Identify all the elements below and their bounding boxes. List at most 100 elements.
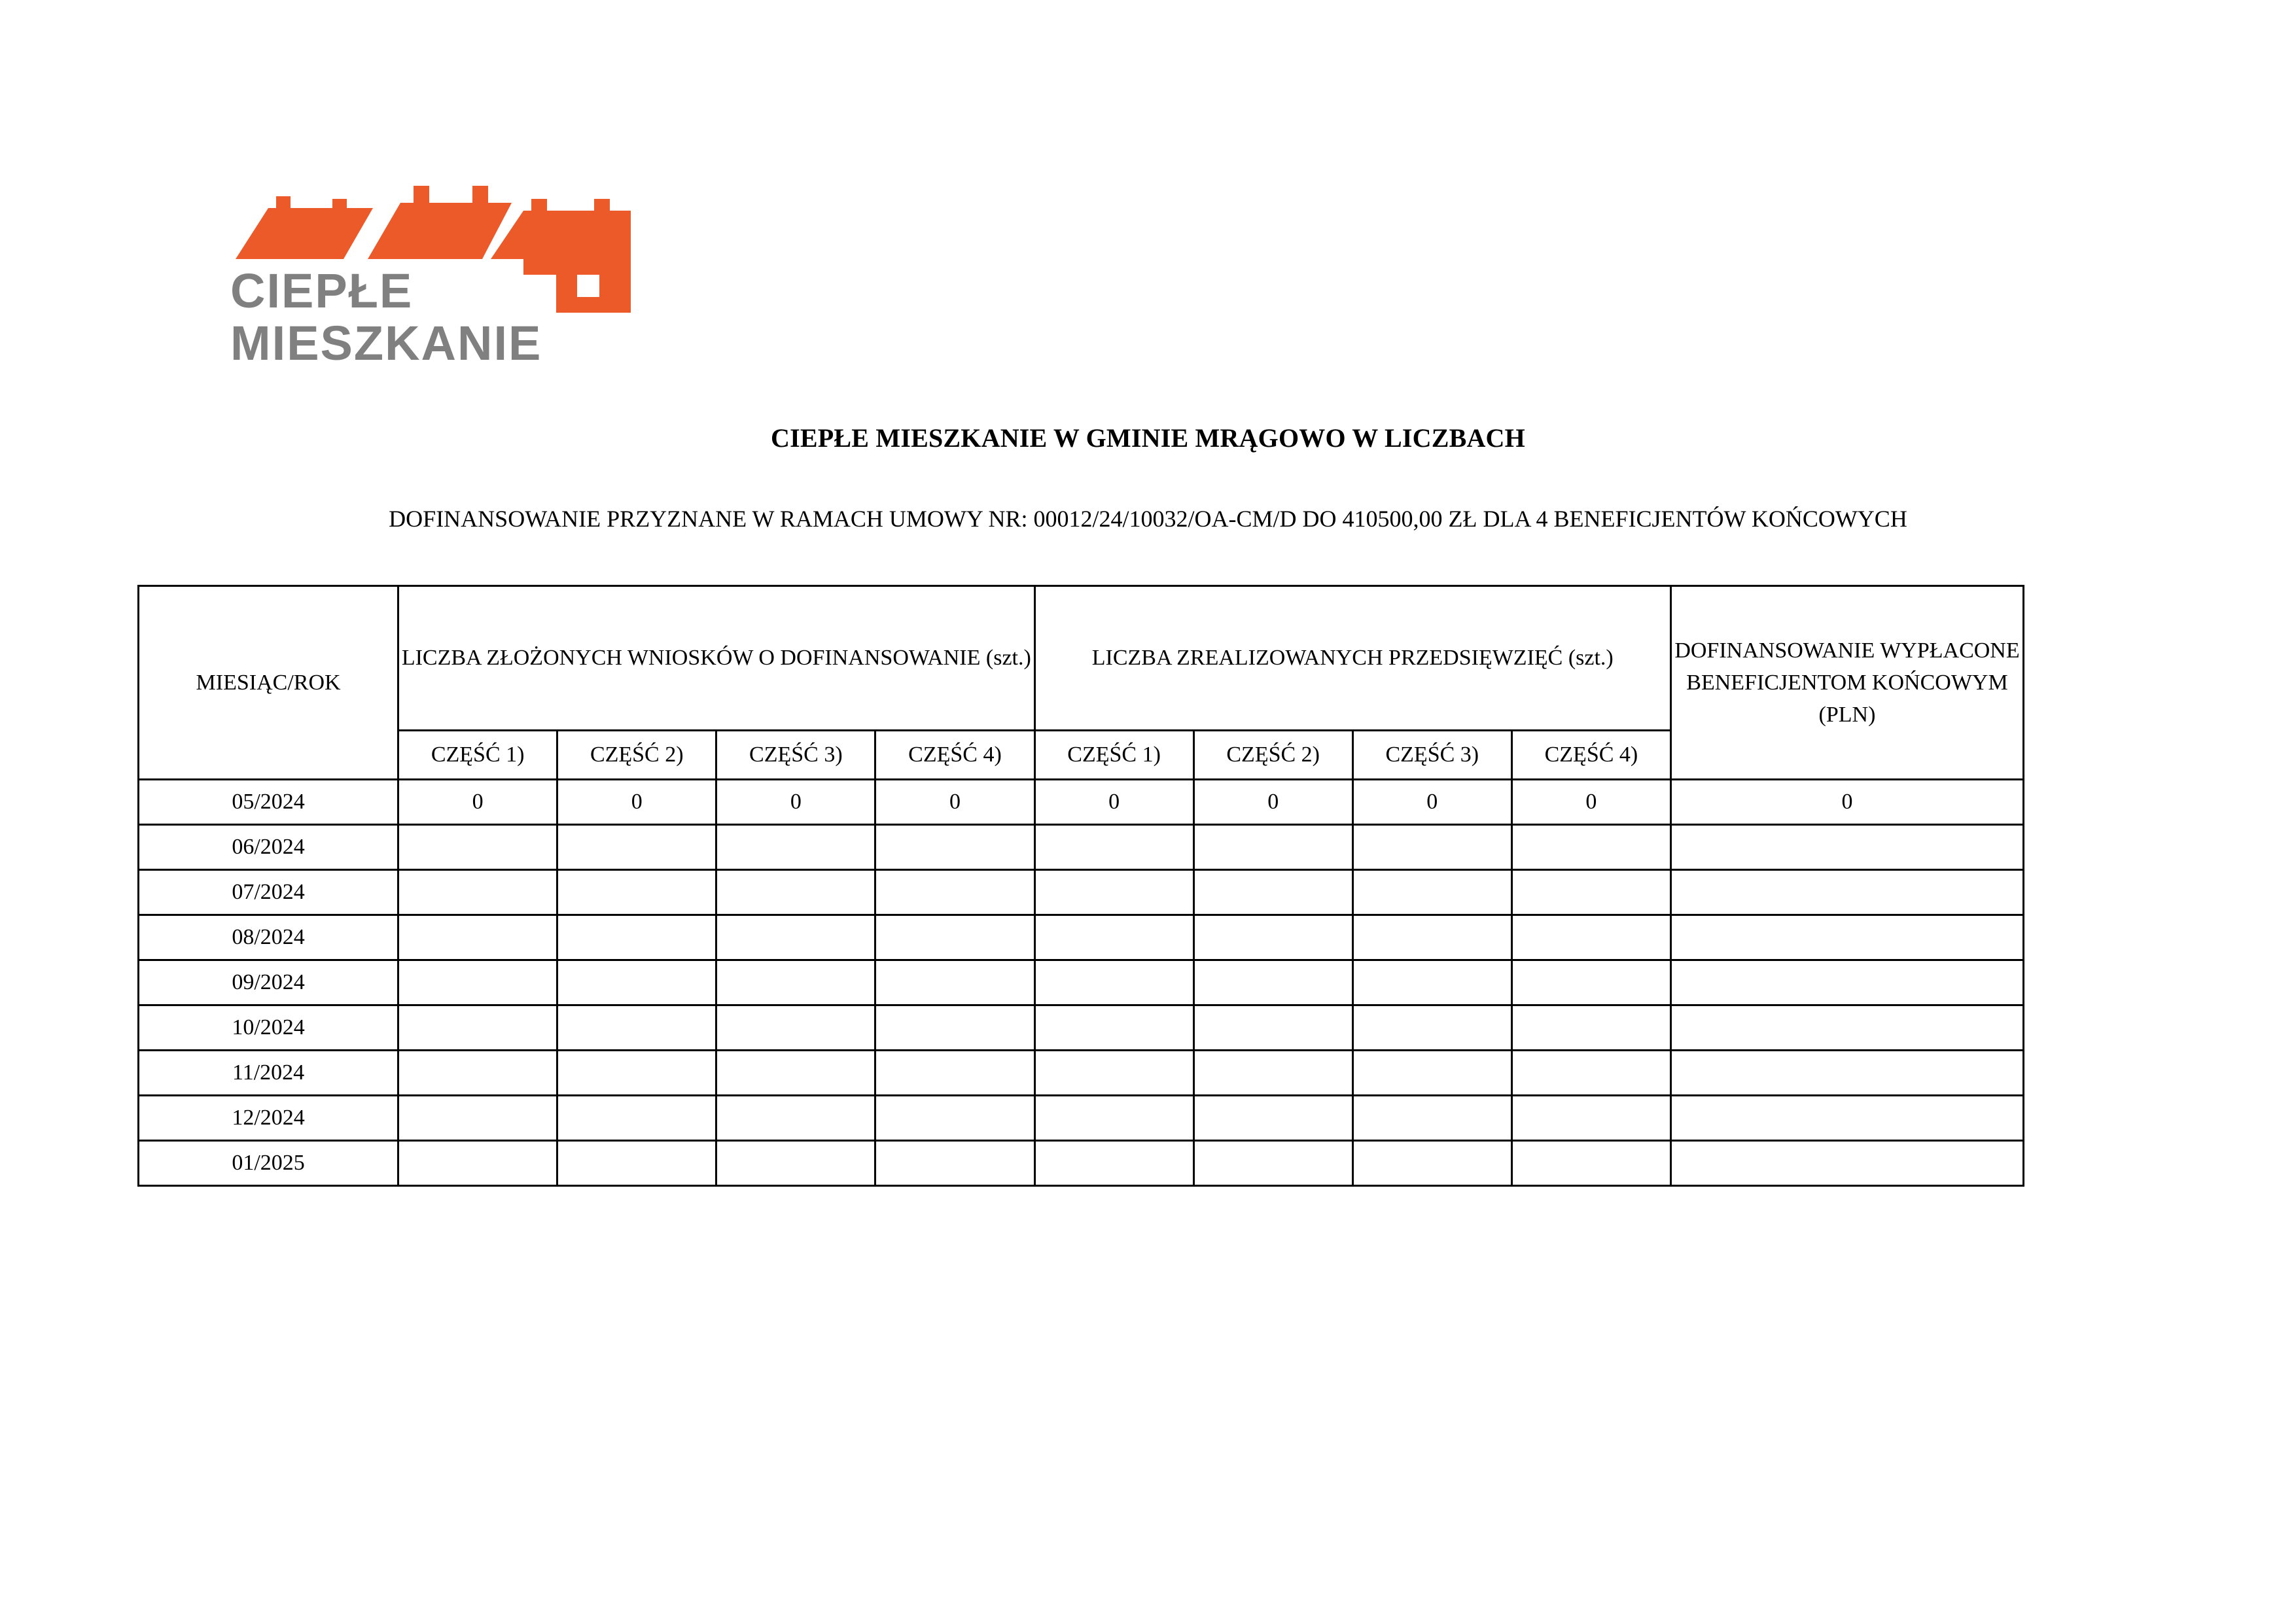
- logo-text-ciepłe: CIEPŁE: [230, 264, 413, 318]
- cell-applications-part-3[interactable]: [715, 914, 877, 961]
- cell-payout[interactable]: [1669, 1094, 2025, 1142]
- cell-completed-part-2[interactable]: [1192, 1140, 1354, 1187]
- table-row: 06/2024: [137, 824, 2025, 871]
- cell-completed-part-3[interactable]: [1351, 1140, 1513, 1187]
- cell-applications-part-2[interactable]: [556, 1004, 718, 1051]
- cell-month: 08/2024: [137, 914, 400, 961]
- cell-applications-part-2[interactable]: [556, 824, 718, 871]
- cell-applications-part-3[interactable]: [715, 1140, 877, 1187]
- cell-applications-part-1[interactable]: [397, 1140, 559, 1187]
- cell-completed-part-2[interactable]: [1192, 1004, 1354, 1051]
- header-part-applications-1: CZĘŚĆ 1): [397, 729, 559, 780]
- cell-completed-part-2[interactable]: [1192, 1049, 1354, 1096]
- cell-applications-part-2[interactable]: [556, 914, 718, 961]
- cell-payout[interactable]: [1669, 824, 2025, 871]
- cell-completed-part-4[interactable]: 0: [1510, 778, 1672, 826]
- report-table-container: MIESIĄC/ROK LICZBA ZŁOŻONYCH WNIOSKÓW O …: [137, 585, 2025, 1187]
- cell-payout[interactable]: [1669, 914, 2025, 961]
- cell-completed-part-3[interactable]: [1351, 869, 1513, 916]
- cell-completed-part-1[interactable]: [1033, 914, 1195, 961]
- cell-completed-part-1[interactable]: [1033, 824, 1195, 871]
- ciepłe-mieszkanie-logo: CIEPŁE MIESZKANIE: [216, 182, 648, 378]
- cell-applications-part-2[interactable]: 0: [556, 778, 718, 826]
- cell-applications-part-2[interactable]: [556, 959, 718, 1006]
- cell-completed-part-4[interactable]: [1510, 959, 1672, 1006]
- cell-completed-part-3[interactable]: [1351, 824, 1513, 871]
- cell-completed-part-3[interactable]: [1351, 959, 1513, 1006]
- cell-applications-part-2[interactable]: [556, 1140, 718, 1187]
- cell-applications-part-3[interactable]: [715, 1049, 877, 1096]
- cell-completed-part-1[interactable]: [1033, 1004, 1195, 1051]
- cell-applications-part-1[interactable]: 0: [397, 778, 559, 826]
- cell-payout[interactable]: [1669, 959, 2025, 1006]
- cell-applications-part-2[interactable]: [556, 869, 718, 916]
- cell-applications-part-1[interactable]: [397, 869, 559, 916]
- header-part-applications-4: CZĘŚĆ 4): [874, 729, 1036, 780]
- cell-completed-part-1[interactable]: [1033, 1049, 1195, 1096]
- cell-completed-part-4[interactable]: [1510, 1004, 1672, 1051]
- cell-applications-part-4[interactable]: [874, 959, 1036, 1006]
- cell-completed-part-2[interactable]: [1192, 824, 1354, 871]
- cell-applications-part-2[interactable]: [556, 1094, 718, 1142]
- table-row: 11/2024: [137, 1049, 2025, 1096]
- cell-applications-part-3[interactable]: 0: [715, 778, 877, 826]
- cell-completed-part-1[interactable]: 0: [1033, 778, 1195, 826]
- cell-completed-part-4[interactable]: [1510, 824, 1672, 871]
- cell-applications-part-3[interactable]: [715, 869, 877, 916]
- header-part-applications-2: CZĘŚĆ 2): [556, 729, 718, 780]
- cell-applications-part-3[interactable]: [715, 959, 877, 1006]
- cell-applications-part-3[interactable]: [715, 1004, 877, 1051]
- table-row: 07/2024: [137, 869, 2025, 916]
- header-part-completed-3: CZĘŚĆ 3): [1351, 729, 1513, 780]
- table-body: 05/2024 0 0 0 0 0 0 0 0 0 06/2024 07/2024 08/2024 09/…: [137, 778, 2025, 1187]
- cell-applications-part-3[interactable]: [715, 1094, 877, 1142]
- cell-completed-part-4[interactable]: [1510, 1140, 1672, 1187]
- cell-payout[interactable]: 0: [1669, 778, 2025, 826]
- cell-payout[interactable]: [1669, 869, 2025, 916]
- cell-completed-part-3[interactable]: [1351, 1094, 1513, 1142]
- cell-applications-part-1[interactable]: [397, 914, 559, 961]
- cell-applications-part-4[interactable]: [874, 824, 1036, 871]
- cell-applications-part-4[interactable]: [874, 1004, 1036, 1051]
- cell-payout[interactable]: [1669, 1140, 2025, 1187]
- cell-month: 10/2024: [137, 1004, 400, 1051]
- cell-applications-part-1[interactable]: [397, 959, 559, 1006]
- cell-completed-part-4[interactable]: [1510, 914, 1672, 961]
- cell-applications-part-1[interactable]: [397, 1004, 559, 1051]
- cell-applications-part-1[interactable]: [397, 1094, 559, 1142]
- cell-completed-part-2[interactable]: [1192, 959, 1354, 1006]
- cell-applications-part-1[interactable]: [397, 1049, 559, 1096]
- cell-completed-part-2[interactable]: [1192, 869, 1354, 916]
- cell-applications-part-1[interactable]: [397, 824, 559, 871]
- page-subtitle: DOFINANSOWANIE PRZYZNANE W RAMACH UMOWY …: [389, 506, 1907, 532]
- cell-completed-part-1[interactable]: [1033, 1094, 1195, 1142]
- cell-completed-part-2[interactable]: [1192, 1094, 1354, 1142]
- logo-graphic: CIEPŁE MIESZKANIE: [230, 186, 631, 370]
- cell-completed-part-4[interactable]: [1510, 869, 1672, 916]
- cell-completed-part-4[interactable]: [1510, 1049, 1672, 1096]
- cell-completed-part-2[interactable]: [1192, 914, 1354, 961]
- cell-applications-part-3[interactable]: [715, 824, 877, 871]
- cell-completed-part-3[interactable]: [1351, 914, 1513, 961]
- cell-applications-part-4[interactable]: [874, 1049, 1036, 1096]
- cell-completed-part-1[interactable]: [1033, 1140, 1195, 1187]
- cell-applications-part-4[interactable]: [874, 1140, 1036, 1187]
- cell-completed-part-3[interactable]: [1351, 1004, 1513, 1051]
- cell-month: 01/2025: [137, 1140, 400, 1187]
- cell-applications-part-4[interactable]: [874, 1094, 1036, 1142]
- cell-payout[interactable]: [1669, 1049, 2025, 1096]
- cell-completed-part-3[interactable]: [1351, 1049, 1513, 1096]
- cell-completed-part-2[interactable]: 0: [1192, 778, 1354, 826]
- cell-applications-part-4[interactable]: [874, 914, 1036, 961]
- cell-completed-part-1[interactable]: [1033, 959, 1195, 1006]
- cell-applications-part-4[interactable]: 0: [874, 778, 1036, 826]
- cell-applications-part-4[interactable]: [874, 869, 1036, 916]
- cell-completed-part-4[interactable]: [1510, 1094, 1672, 1142]
- cell-completed-part-1[interactable]: [1033, 869, 1195, 916]
- cell-completed-part-3[interactable]: 0: [1351, 778, 1513, 826]
- table-row: 09/2024: [137, 959, 2025, 1006]
- table-row: 01/2025: [137, 1140, 2025, 1187]
- cell-applications-part-2[interactable]: [556, 1049, 718, 1096]
- cell-payout[interactable]: [1669, 1004, 2025, 1051]
- header-part-completed-2: CZĘŚĆ 2): [1192, 729, 1354, 780]
